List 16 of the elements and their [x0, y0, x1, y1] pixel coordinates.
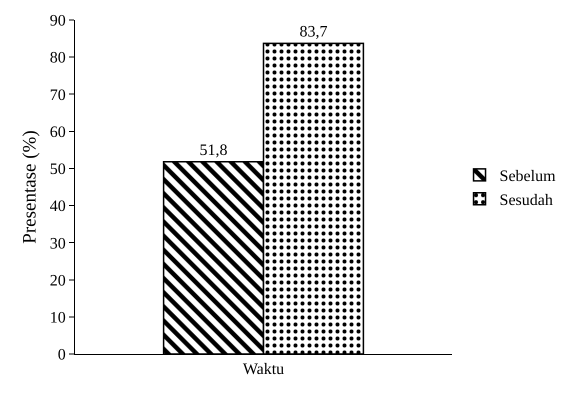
y-tick-label: 40 — [50, 198, 66, 216]
y-tick-label: 20 — [50, 272, 66, 290]
y-tick-label: 10 — [50, 309, 66, 326]
y-tick-label: 0 — [58, 346, 66, 364]
y-tick-label: 70 — [50, 86, 66, 104]
y-axis-title: Presentase (%) — [20, 130, 41, 244]
y-tick-label: 50 — [50, 161, 66, 178]
y-tick-label: 30 — [50, 235, 66, 252]
legend-label: Sebelum — [500, 168, 556, 186]
data-label: 83,7 — [299, 23, 328, 40]
y-tick-label: 60 — [50, 124, 66, 141]
x-tick-label: Waktu — [242, 361, 284, 378]
y-tick-label: 80 — [50, 50, 66, 67]
legend-label: Sesudah — [500, 192, 553, 209]
y-tick-label: 90 — [50, 12, 66, 30]
data-label: 51,8 — [200, 142, 228, 159]
